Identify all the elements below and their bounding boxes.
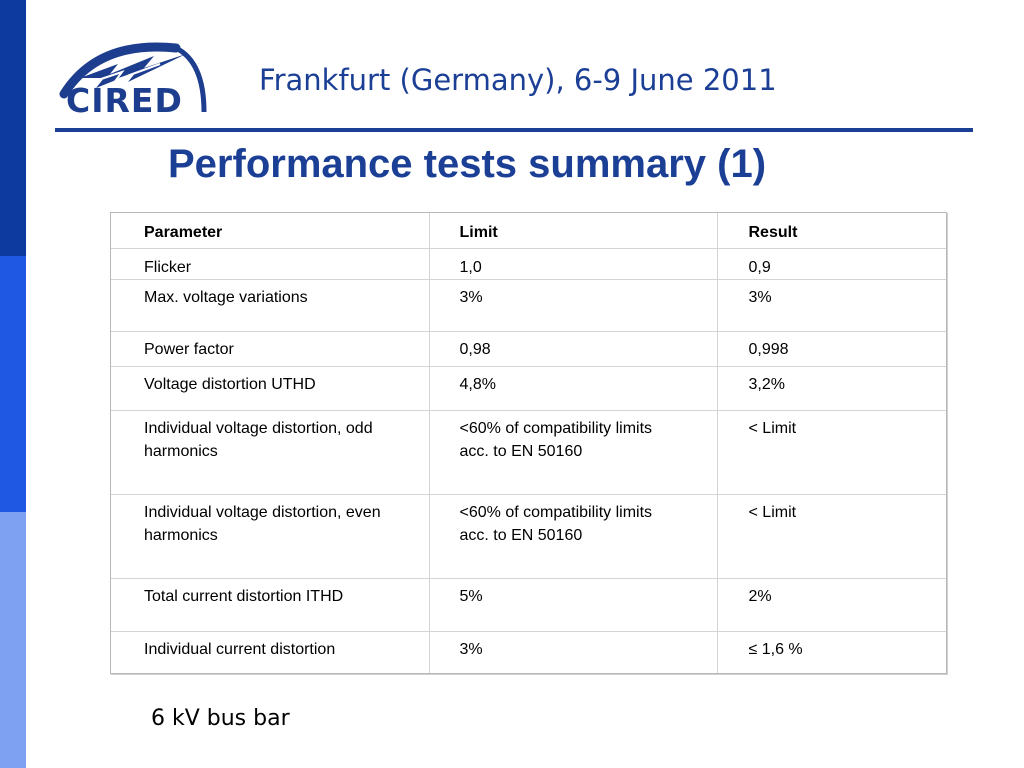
table-row: Max. voltage variations 3% 3%: [111, 279, 946, 332]
cell-parameter: Flicker: [111, 248, 429, 280]
table-row: Individual voltage distortion, even harm…: [111, 494, 946, 579]
header-divider: [55, 128, 973, 132]
cell-result: 2%: [716, 578, 946, 632]
cell-limit: <60% of compatibility limits acc. to EN …: [428, 410, 717, 495]
side-color-strip: [0, 0, 26, 768]
cell-limit: <60% of compatibility limits acc. to EN …: [428, 494, 717, 579]
table-row: Individual voltage distortion, odd harmo…: [111, 410, 946, 495]
cell-result: 0,998: [716, 331, 946, 367]
table-row: Flicker 1,0 0,9: [111, 248, 946, 280]
strip-segment-dark: [0, 0, 26, 256]
slide-title: Performance tests summary (1): [168, 142, 767, 186]
cell-parameter: Max. voltage variations: [111, 279, 429, 332]
cell-result: 0,9: [716, 248, 946, 280]
cell-limit: 3%: [428, 279, 717, 332]
cell-limit: 1,0: [428, 248, 717, 280]
cell-limit: 3%: [428, 631, 717, 673]
cired-logo-icon: [59, 42, 207, 113]
table-header-row: Parameter Limit Result: [111, 213, 946, 249]
cell-result: < Limit: [716, 410, 946, 495]
cell-result: ≤ 1,6 %: [716, 631, 946, 673]
cell-parameter: Individual voltage distortion, even harm…: [111, 494, 429, 579]
cell-limit: 5%: [428, 578, 717, 632]
cell-limit: 0,98: [428, 331, 717, 367]
cell-parameter: Power factor: [111, 331, 429, 367]
cell-parameter: Individual voltage distortion, odd harmo…: [111, 410, 429, 495]
logo-text: CIRED: [66, 81, 183, 120]
conference-title: Frankfurt (Germany), 6-9 June 2011: [259, 63, 777, 97]
column-header-parameter: Parameter: [144, 224, 223, 241]
summary-table: Parameter Limit Result Flicker 1,0 0,9 M…: [110, 212, 947, 674]
table-row: Individual current distortion 3% ≤ 1,6 %: [111, 631, 946, 673]
column-header-result: Result: [716, 213, 946, 249]
column-header-limit: Limit: [428, 213, 717, 249]
cell-limit: 4,8%: [428, 366, 717, 411]
table-row: Voltage distortion UTHD 4,8% 3,2%: [111, 366, 946, 411]
cell-result: < Limit: [716, 494, 946, 579]
cell-parameter: Individual current distortion: [111, 631, 429, 673]
cell-result: 3,2%: [716, 366, 946, 411]
table-row: Power factor 0,98 0,998: [111, 331, 946, 367]
cell-parameter: Total current distortion ITHD: [111, 578, 429, 632]
strip-segment-light: [0, 512, 26, 768]
footer-note: 6 kV bus bar: [151, 706, 290, 731]
strip-segment-mid: [0, 256, 26, 512]
table-row: Total current distortion ITHD 5% 2%: [111, 578, 946, 632]
cell-result: 3%: [716, 279, 946, 332]
cell-parameter: Voltage distortion UTHD: [111, 366, 429, 411]
